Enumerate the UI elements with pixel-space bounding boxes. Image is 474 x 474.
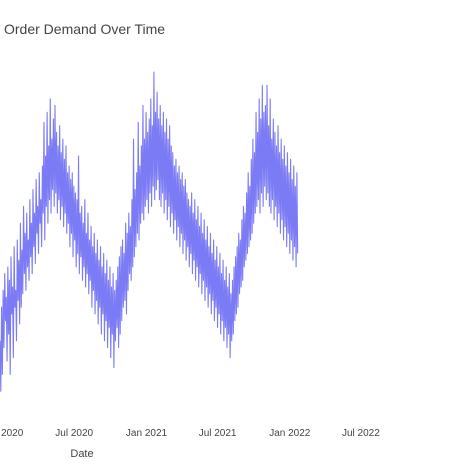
x-tick-label: Jan 2022 [269,428,311,439]
x-tick-label: Jan 2021 [126,428,168,439]
series-line [0,71,299,392]
x-axis-label: Date [70,448,93,460]
chart-title: Order Demand Over Time [4,21,165,37]
x-axis: Jan 2020 Jul 2020 Jan 2021 Jul 2021 Jan 2022… [0,428,380,439]
x-tick-label: Jul 2021 [199,428,237,439]
x-tick-label: Jan 2020 [0,428,24,439]
x-tick-label: Jul 2022 [342,428,380,439]
plot-area [0,71,299,392]
x-tick-label: Jul 2020 [55,428,93,439]
